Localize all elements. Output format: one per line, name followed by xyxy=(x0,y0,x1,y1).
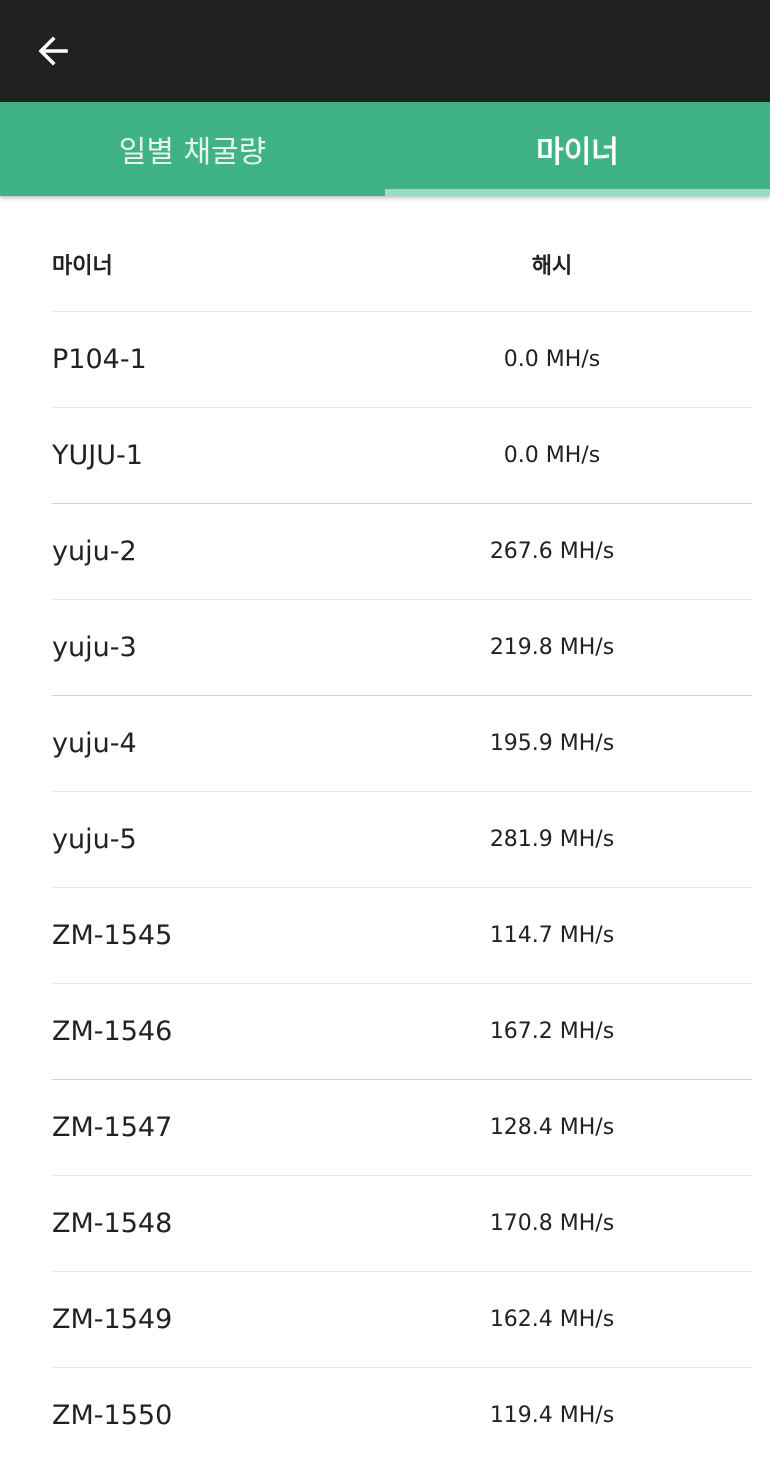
miner-name: yuju-5 xyxy=(52,824,137,855)
table-row[interactable]: yuju-5 281.9 MH/s xyxy=(52,792,752,888)
table-row[interactable]: yuju-4 195.9 MH/s xyxy=(52,696,752,792)
miner-name: ZM-1546 xyxy=(52,1016,173,1047)
tab-daily-mining[interactable]: 일별 채굴량 xyxy=(0,102,385,196)
table-row[interactable]: P104-1 0.0 MH/s xyxy=(52,312,752,408)
table-row[interactable]: ZM-1545 114.7 MH/s xyxy=(52,888,752,984)
miner-hashrate: 128.4 MH/s xyxy=(489,1115,615,1140)
miner-hashrate: 281.9 MH/s xyxy=(489,827,615,852)
table-row[interactable]: yuju-3 219.8 MH/s xyxy=(52,600,752,696)
table-row[interactable]: ZM-1547 128.4 MH/s xyxy=(52,1080,752,1176)
table-row[interactable]: ZM-1549 162.4 MH/s xyxy=(52,1272,752,1368)
miner-name: ZM-1545 xyxy=(52,920,173,951)
miner-hashrate: 119.4 MH/s xyxy=(489,1403,615,1428)
miner-hashrate: 162.4 MH/s xyxy=(489,1307,615,1332)
miner-name: ZM-1548 xyxy=(52,1208,173,1239)
active-tab-indicator xyxy=(385,189,770,196)
back-arrow-icon xyxy=(38,36,68,66)
miner-name: ZM-1550 xyxy=(52,1400,173,1431)
miner-hashrate: 170.8 MH/s xyxy=(489,1211,615,1236)
miner-name: yuju-4 xyxy=(52,728,137,759)
miner-hashrate: 0.0 MH/s xyxy=(503,347,601,372)
app-bar xyxy=(0,0,770,102)
header-hash: 해시 xyxy=(531,253,573,279)
miner-hashrate: 219.8 MH/s xyxy=(489,635,615,660)
miner-hashrate: 195.9 MH/s xyxy=(489,731,615,756)
miner-name: yuju-3 xyxy=(52,632,137,663)
miner-name: yuju-2 xyxy=(52,536,137,567)
miner-hashrate: 167.2 MH/s xyxy=(489,1019,615,1044)
back-button[interactable] xyxy=(30,28,76,74)
miner-hashrate: 114.7 MH/s xyxy=(489,923,615,948)
table-header-row: 마이너 해시 xyxy=(52,216,752,312)
miner-name: ZM-1547 xyxy=(52,1112,173,1143)
tab-miner-label: 마이너 xyxy=(536,135,619,170)
miner-name: P104-1 xyxy=(52,344,147,375)
miner-hashrate: 267.6 MH/s xyxy=(489,539,615,564)
tab-bar: 일별 채굴량 마이너 xyxy=(0,102,770,196)
tab-daily-mining-label: 일별 채굴량 xyxy=(118,135,267,170)
miner-hashrate: 0.0 MH/s xyxy=(503,443,601,468)
table-row[interactable]: yuju-2 267.6 MH/s xyxy=(52,504,752,600)
table-row[interactable]: YUJU-1 0.0 MH/s xyxy=(52,408,752,504)
table-row[interactable]: ZM-1546 167.2 MH/s xyxy=(52,984,752,1080)
miner-name: YUJU-1 xyxy=(52,440,143,471)
miner-table: 마이너 해시 P104-1 0.0 MH/s YUJU-1 0.0 MH/s y… xyxy=(52,216,752,1463)
header-miner: 마이너 xyxy=(52,253,113,279)
table-row[interactable]: ZM-1548 170.8 MH/s xyxy=(52,1176,752,1272)
table-row[interactable]: ZM-1550 119.4 MH/s xyxy=(52,1368,752,1463)
tab-miner[interactable]: 마이너 xyxy=(385,102,770,196)
miner-name: ZM-1549 xyxy=(52,1304,173,1335)
